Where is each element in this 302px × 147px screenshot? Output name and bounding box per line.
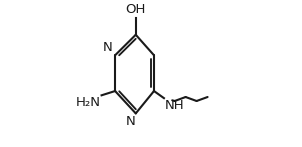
Text: N: N [125,115,135,128]
Text: OH: OH [126,3,146,16]
Text: N: N [103,41,113,54]
Text: H₂N: H₂N [76,96,101,109]
Text: NH: NH [165,99,184,112]
